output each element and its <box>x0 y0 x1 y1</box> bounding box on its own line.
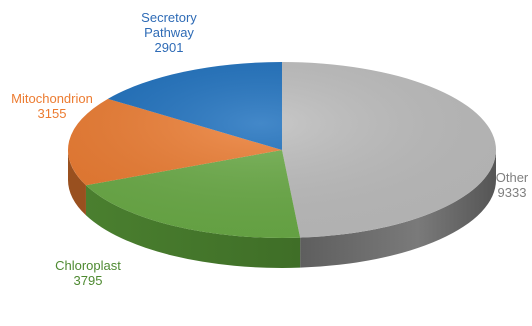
data-label-secretory-pathway: Secretory Pathway 2901 <box>141 10 197 55</box>
pie-label-layer: Other 9333 Chloroplast 3795 Mitochondrion 315… <box>11 10 529 288</box>
pie-top-sheen <box>68 62 496 238</box>
data-label-line: 2901 <box>155 40 184 55</box>
data-label-mitochondrion: Mitochondrion 3155 <box>11 91 93 121</box>
data-label-line: Mitochondrion <box>11 91 93 106</box>
data-label-other: Other 9333 <box>496 170 529 200</box>
data-label-line: 9333 <box>498 185 527 200</box>
data-label-line: 3795 <box>74 273 103 288</box>
pie-side-mitochondrion <box>68 150 86 216</box>
pie-side-layer <box>68 150 496 268</box>
data-label-line: Other <box>496 170 529 185</box>
data-label-line: Secretory <box>141 10 197 25</box>
pie-top-layer <box>67 62 497 238</box>
pie-side-other <box>300 150 496 268</box>
data-label-chloroplast: Chloroplast 3795 <box>55 258 121 288</box>
data-label-line: 3155 <box>38 106 67 121</box>
pie-side-chloroplast <box>85 185 301 268</box>
data-label-line: Chloroplast <box>55 258 121 273</box>
data-label-line: Pathway <box>144 25 194 40</box>
